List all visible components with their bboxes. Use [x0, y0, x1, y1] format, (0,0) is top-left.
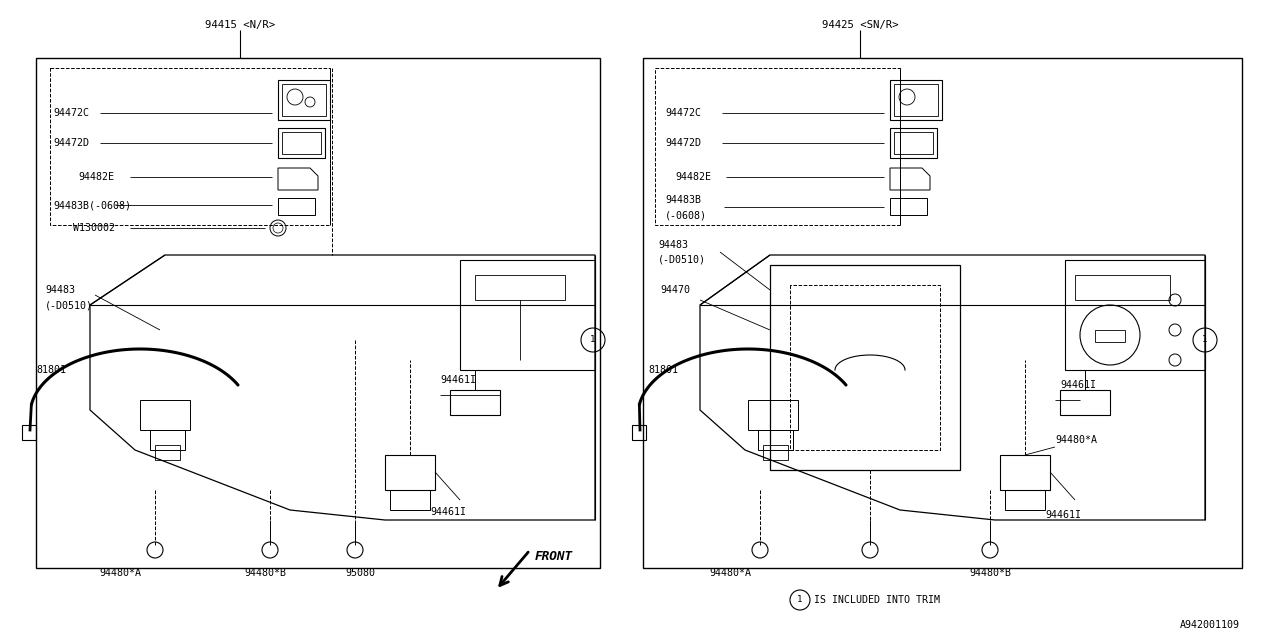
Text: 94472D: 94472D	[666, 138, 701, 148]
Text: 1: 1	[590, 335, 595, 344]
Text: 94480*A: 94480*A	[1055, 435, 1097, 445]
Text: 94461I: 94461I	[1044, 510, 1082, 520]
Polygon shape	[700, 255, 1204, 520]
Text: 94472C: 94472C	[666, 108, 701, 118]
Text: 94472C: 94472C	[52, 108, 90, 118]
Text: 94415 <N/R>: 94415 <N/R>	[205, 20, 275, 30]
Text: 94461I: 94461I	[430, 507, 466, 517]
Text: 94472D: 94472D	[52, 138, 90, 148]
Text: 94470: 94470	[660, 285, 690, 295]
Text: (-D0510): (-D0510)	[658, 255, 707, 265]
Text: 81801: 81801	[36, 365, 67, 375]
Text: 1: 1	[797, 595, 803, 605]
Text: FRONT: FRONT	[535, 550, 573, 563]
Text: 94480*B: 94480*B	[969, 568, 1011, 578]
Text: (-0608): (-0608)	[666, 210, 707, 220]
Text: (-D0510): (-D0510)	[45, 300, 93, 310]
Polygon shape	[90, 255, 595, 520]
Text: 94480*B: 94480*B	[244, 568, 285, 578]
Text: A942001109: A942001109	[1180, 620, 1240, 630]
Text: 94483: 94483	[658, 240, 689, 250]
Text: 1: 1	[1202, 335, 1208, 344]
Text: 94483B(-0608): 94483B(-0608)	[52, 200, 131, 210]
Text: 94483B: 94483B	[666, 195, 701, 205]
Text: 94480*A: 94480*A	[99, 568, 141, 578]
Text: 94483: 94483	[45, 285, 76, 295]
Text: 94461I: 94461I	[1060, 380, 1096, 390]
Text: 81801: 81801	[648, 365, 678, 375]
Text: 95080: 95080	[346, 568, 375, 578]
Text: IS INCLUDED INTO TRIM: IS INCLUDED INTO TRIM	[814, 595, 940, 605]
Text: 94480*A: 94480*A	[709, 568, 751, 578]
Text: W130002: W130002	[73, 223, 115, 233]
Text: 94482E: 94482E	[78, 172, 114, 182]
Text: 94482E: 94482E	[675, 172, 710, 182]
Text: 94461I: 94461I	[440, 375, 476, 385]
Text: 94425 <SN/R>: 94425 <SN/R>	[822, 20, 899, 30]
